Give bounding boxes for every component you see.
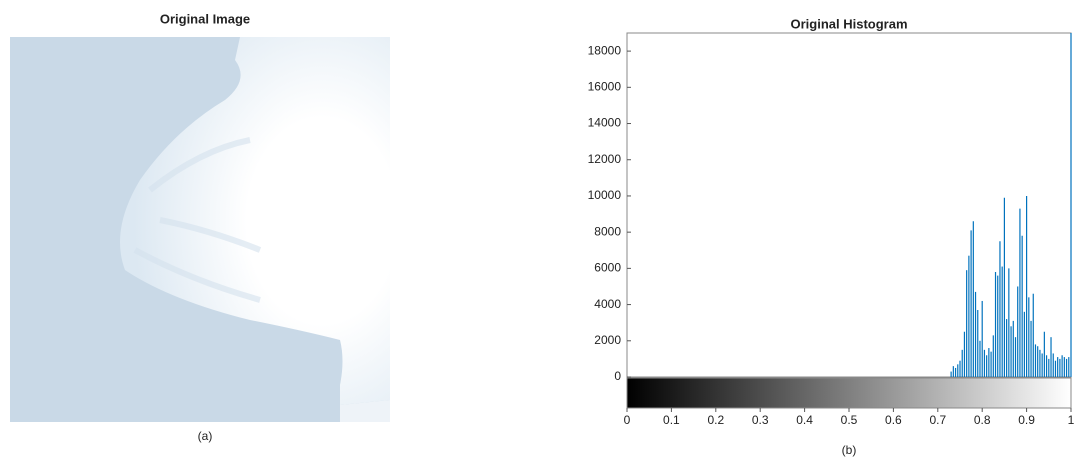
figure: Original Image (a) Original Histogram (b… [0,0,1075,460]
chart-caption: (b) [842,443,857,457]
x-tick-label: 0.3 [752,413,769,427]
colorbar [627,378,1071,408]
x-tick-label: 0.1 [663,413,680,427]
mammogram-image [10,37,390,422]
x-tick-label: 0 [624,413,631,427]
y-tick-label: 0 [614,369,621,383]
x-tick-label: 0.4 [796,413,813,427]
y-tick-label: 4000 [594,297,621,311]
y-tick-label: 2000 [594,333,621,347]
y-tick-label: 8000 [594,224,621,238]
x-tick-label: 0.7 [929,413,946,427]
x-tick-label: 0.8 [974,413,991,427]
page: Original Image (a) Original Histogram (b… [0,0,1075,460]
chart-title: Original Histogram [790,16,907,31]
x-tick-label: 0.5 [841,413,858,427]
y-tick-label: 16000 [588,79,622,93]
x-tick-label: 0.9 [1018,413,1035,427]
y-tick-label: 10000 [588,188,622,202]
image-title: Original Image [160,11,250,26]
x-tick-label: 0.6 [885,413,902,427]
y-tick-label: 12000 [588,152,622,166]
x-tick-label: 1 [1068,413,1075,427]
y-tick-label: 6000 [594,261,621,275]
x-tick-label: 0.2 [707,413,724,427]
image-caption: (a) [198,429,213,443]
y-tick-label: 14000 [588,116,622,130]
y-tick-label: 18000 [588,43,622,57]
